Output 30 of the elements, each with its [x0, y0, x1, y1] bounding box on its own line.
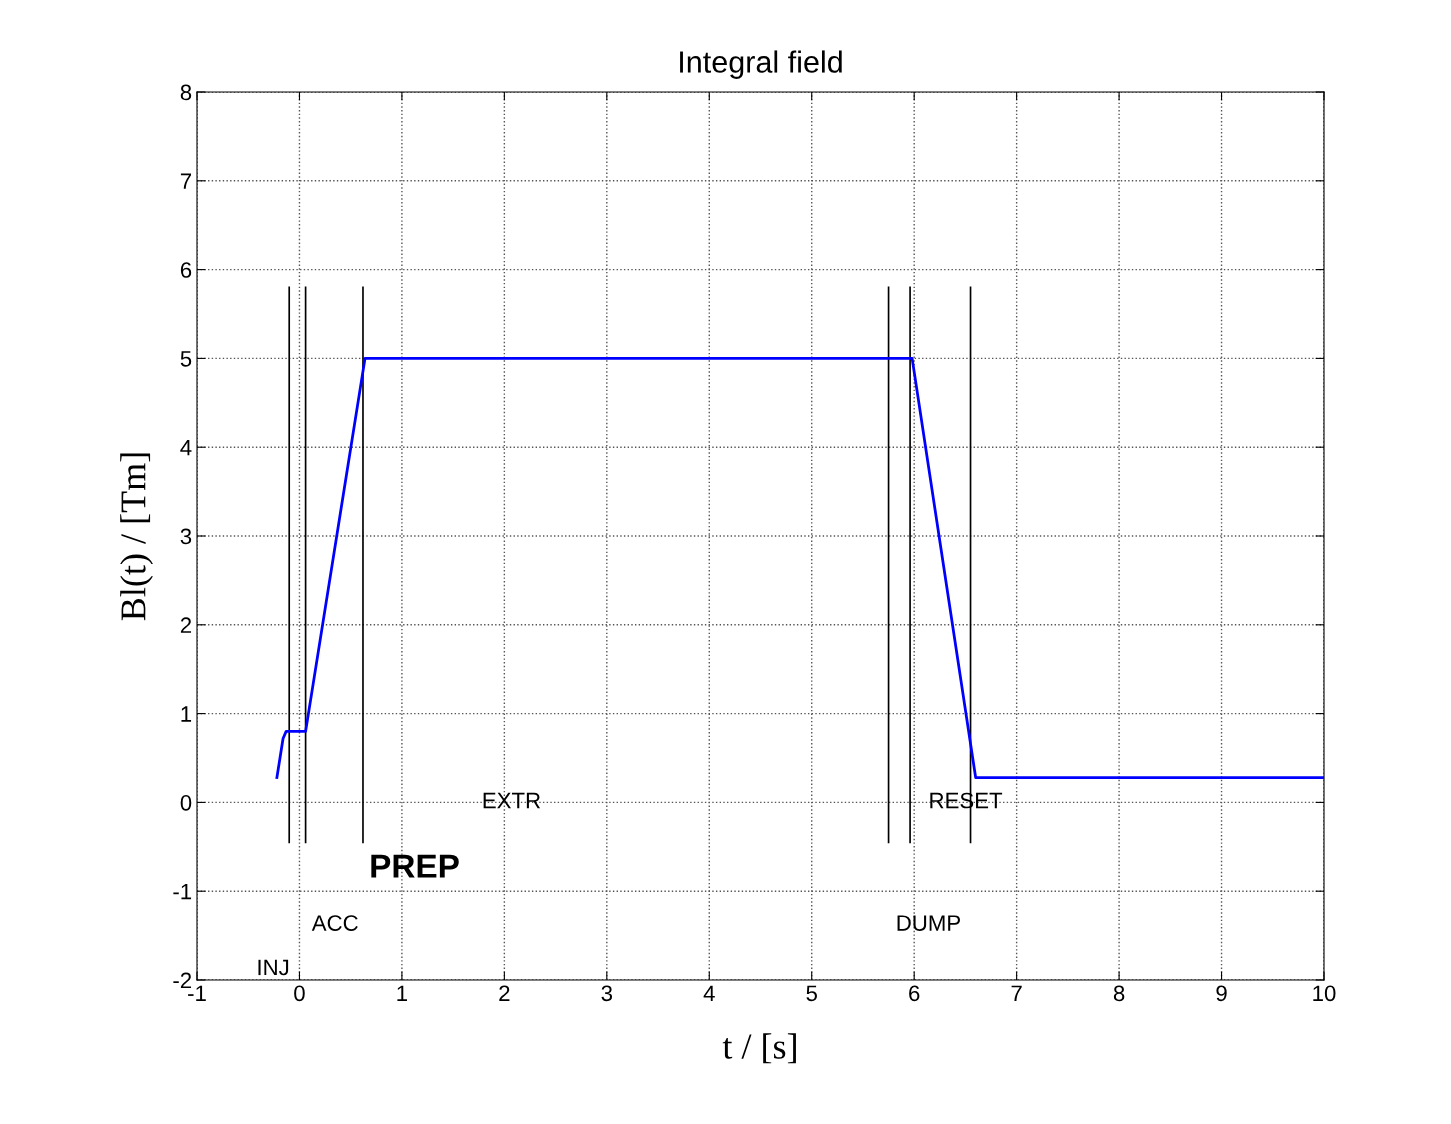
- annotation: DUMP: [897, 915, 960, 931]
- y-tick-label: 1: [181, 706, 192, 722]
- annotation: PREP: [371, 854, 459, 878]
- x-tick-label: 5: [806, 985, 817, 1002]
- y-tick-label: 3: [180, 528, 192, 545]
- y-tick-label: 0: [180, 794, 192, 811]
- y-tick-label: 2: [180, 617, 192, 633]
- annotation: ACC: [311, 915, 358, 931]
- y-axis-title: Bl(t) / [Tm]: [120, 453, 153, 621]
- x-tick-label: 0: [294, 985, 305, 1002]
- x-tick-label: 3: [601, 985, 613, 1002]
- x-tick-label: 6: [909, 985, 920, 1002]
- y-tick-label: -1: [173, 883, 192, 900]
- y-tick-label: 6: [180, 262, 192, 278]
- x-tick-label: 4: [703, 985, 715, 1001]
- x-axis-title: t / [s]: [722, 1033, 796, 1064]
- x-tick-label: 10: [1313, 985, 1336, 1002]
- y-tick-label: 8: [180, 84, 192, 101]
- y-tick-label: 5: [180, 351, 192, 367]
- y-tick-label: 4: [180, 439, 192, 456]
- y-tick-label: 7: [180, 173, 192, 189]
- x-tick-label: 2: [499, 985, 510, 1001]
- x-tick-label: 7: [1011, 985, 1022, 1001]
- chart-title: Integral field: [680, 50, 842, 79]
- line-series: [275, 357, 1324, 779]
- x-tick-label: 8: [1113, 985, 1125, 1002]
- annotation: INJ: [258, 959, 289, 976]
- x-tick-label: 1: [397, 985, 407, 1001]
- annotation: EXTR: [483, 792, 541, 809]
- x-tick-label: 9: [1216, 985, 1227, 1002]
